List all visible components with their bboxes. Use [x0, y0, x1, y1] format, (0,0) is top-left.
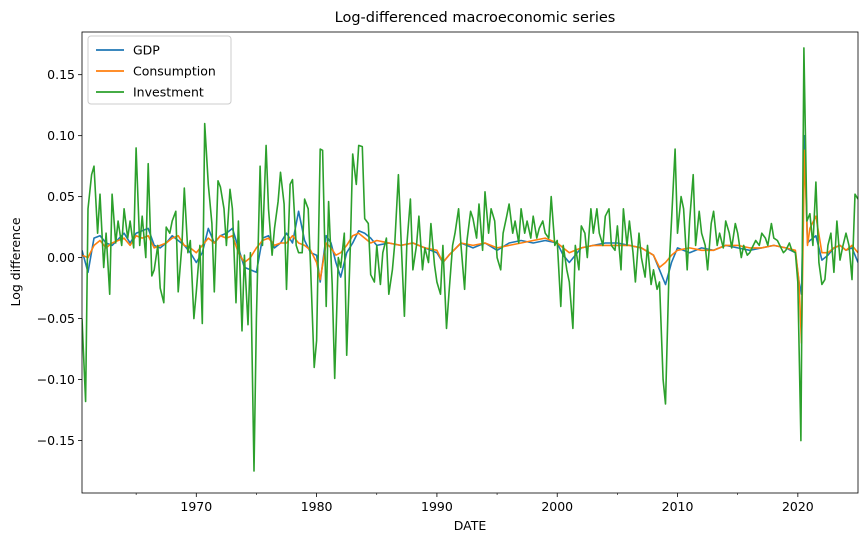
legend-label-gdp: GDP	[133, 43, 160, 58]
y-axis-label: Log difference	[8, 217, 23, 306]
series-line-investment	[82, 47, 858, 472]
y-tick-label: −0.10	[37, 372, 75, 387]
plot-background	[82, 32, 858, 493]
x-tick-label: 2000	[541, 499, 573, 514]
y-tick-label: −0.05	[37, 311, 75, 326]
y-axis: −0.15 −0.10 −0.05 0.00 0.05 0.10 0.15	[37, 67, 82, 448]
series-lines	[82, 47, 858, 472]
x-axis-label: DATE	[454, 518, 487, 533]
x-axis: 1970 1980 1990 2000 2010 2020	[135, 493, 814, 514]
y-tick-label: −0.15	[37, 433, 75, 448]
legend-label-consumption: Consumption	[133, 64, 216, 79]
x-tick-label: 1990	[421, 499, 453, 514]
plot-frame	[81, 31, 859, 494]
legend: GDP Consumption Investment	[87, 35, 232, 105]
plot-area	[81, 31, 859, 494]
legend-label-investment: Investment	[133, 85, 204, 100]
chart-title: Log-differenced macroeconomic series	[335, 10, 616, 26]
y-tick-label: 0.10	[47, 128, 75, 143]
y-tick-label: 0.05	[47, 189, 75, 204]
x-tick-label: 1970	[180, 499, 212, 514]
legend-box	[87, 35, 232, 105]
y-tick-label: 0.15	[47, 67, 75, 82]
x-tick-label: 1980	[301, 499, 333, 514]
x-tick-label: 2020	[782, 499, 814, 514]
y-tick-label: 0.00	[47, 250, 75, 265]
x-tick-label: 2010	[662, 499, 694, 514]
